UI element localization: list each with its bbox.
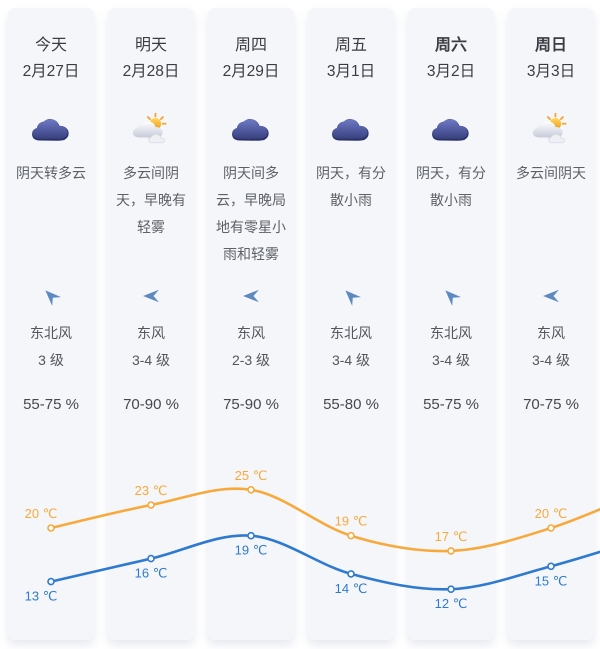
day-name: 今天	[34, 37, 67, 54]
day-columns: 今天 2月27日 阴天转多云 东北风 3 级 55-75 % 明天 2月28日 …	[8, 8, 594, 640]
weather-description: 阴天，有分散小雨	[316, 165, 386, 208]
day-date: 2月27日	[22, 63, 80, 80]
overcast-icon	[332, 118, 369, 141]
day-name: 周五	[334, 37, 367, 54]
wind-block: 东风 3-4 级	[108, 286, 194, 374]
wind-arrow-icon	[45, 290, 62, 307]
day-card[interactable]: 今天 2月27日 阴天转多云 东北风 3 级 55-75 %	[8, 8, 94, 640]
day-card[interactable]: 周五 3月1日 阴天，有分散小雨 东北风 3-4 级 55-80 %	[308, 8, 394, 640]
humidity-range: 55-75 %	[23, 396, 79, 413]
wind-direction: 东风	[537, 325, 565, 341]
wind-block: 东风 3-4 级	[508, 286, 594, 374]
wind-direction: 东北风	[330, 325, 372, 341]
wind-direction-arrow-icon	[8, 286, 94, 307]
overcast-icon	[308, 105, 394, 153]
partly-cloudy-icon	[508, 105, 594, 153]
weather-description: 多云间阴天，早晚有轻雾	[116, 165, 186, 235]
day-date: 3月3日	[526, 63, 576, 80]
wind-direction: 东北风	[430, 325, 472, 341]
day-name: 周日	[534, 37, 567, 54]
partly-cloudy-icon	[108, 105, 194, 153]
wind-direction-arrow-icon	[108, 286, 194, 306]
humidity-range: 70-90 %	[123, 396, 179, 413]
wind-level: 3-4 级	[431, 352, 471, 368]
wind-level: 2-3 级	[231, 352, 271, 368]
wind-block: 东北风 3-4 级	[408, 286, 494, 374]
humidity-range: 70-75 %	[523, 396, 579, 413]
day-date: 3月2日	[426, 63, 476, 80]
weather-description: 阴天，有分散小雨	[416, 165, 486, 208]
wind-direction: 东风	[137, 325, 165, 341]
day-date: 2月29日	[222, 63, 280, 80]
day-name: 周四	[234, 37, 267, 54]
wind-arrow-icon	[345, 290, 362, 307]
wind-arrow-icon	[543, 289, 559, 303]
overcast-icon	[32, 118, 69, 141]
day-date: 2月28日	[122, 63, 180, 80]
wind-arrow-icon	[243, 289, 259, 303]
wind-block: 东风 2-3 级	[208, 286, 294, 374]
overcast-icon	[232, 118, 269, 141]
wind-direction-arrow-icon	[208, 286, 294, 306]
day-card[interactable]: 周六 3月2日 阴天，有分散小雨 东北风 3-4 级 55-75 %	[408, 8, 494, 640]
wind-direction-arrow-icon	[508, 286, 594, 306]
wind-level: 3-4 级	[331, 352, 371, 368]
wind-block: 东北风 3-4 级	[308, 286, 394, 374]
day-card[interactable]: 周日 3月3日 多云间阴天 东风 3-4 级 70-75 %	[508, 8, 594, 640]
wind-arrow-icon	[143, 289, 159, 303]
wind-direction: 东北风	[30, 325, 72, 341]
wind-level: 3-4 级	[531, 352, 571, 368]
day-name: 周六	[434, 37, 467, 54]
wind-arrow-icon	[445, 290, 462, 307]
day-card[interactable]: 周四 2月29日 阴天间多云，早晚局地有零星小雨和轻雾 东风 2-3 级 75-…	[208, 8, 294, 640]
wind-level: 3-4 级	[131, 352, 171, 368]
wind-direction-arrow-icon	[308, 286, 394, 307]
day-card[interactable]: 明天 2月28日 多云间阴天，早晚有轻雾 东风 3-4 级 70-90 %	[108, 8, 194, 640]
overcast-icon	[408, 105, 494, 153]
overcast-icon	[432, 118, 469, 141]
wind-direction-arrow-icon	[408, 286, 494, 307]
wind-direction: 东风	[237, 325, 265, 341]
partly-cloudy-icon	[132, 112, 167, 144]
day-name: 明天	[134, 37, 167, 54]
day-date: 3月1日	[326, 63, 376, 80]
overcast-icon	[8, 105, 94, 153]
wind-level: 3 级	[38, 352, 64, 368]
humidity-range: 55-80 %	[323, 396, 379, 413]
wind-block: 东北风 3 级	[8, 286, 94, 374]
partly-cloudy-icon	[532, 112, 567, 144]
weather-description: 阴天转多云	[16, 165, 86, 181]
humidity-range: 75-90 %	[223, 396, 279, 413]
overcast-icon	[208, 105, 294, 153]
weather-description: 阴天间多云，早晚局地有零星小雨和轻雾	[216, 165, 286, 262]
humidity-range: 55-75 %	[423, 396, 479, 413]
weather-description: 多云间阴天	[516, 165, 586, 181]
